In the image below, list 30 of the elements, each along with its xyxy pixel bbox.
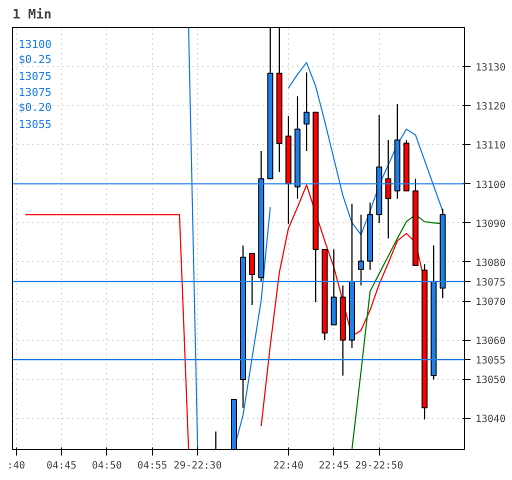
x-tick-label: 29-22:30 bbox=[174, 460, 222, 472]
annotation: 13055 bbox=[18, 118, 52, 131]
annotation: 13100 bbox=[18, 38, 52, 51]
x-tick-label: 22:40 bbox=[273, 460, 304, 472]
ref-line-label: 13055 bbox=[476, 356, 506, 367]
x-tick-label: 04:45 bbox=[46, 460, 77, 472]
x-tick-label: :40 bbox=[7, 460, 26, 472]
y-tick-label: 13070 bbox=[476, 297, 506, 308]
x-tick-label: 29-22:50 bbox=[355, 460, 404, 472]
y-tick-label: 13040 bbox=[476, 414, 506, 426]
y-tick-label: 13080 bbox=[476, 258, 506, 269]
ref-line-label: 13100 bbox=[476, 180, 506, 191]
annotation: 13075 bbox=[18, 70, 52, 83]
annotation: $0.20 bbox=[18, 101, 52, 114]
candlestick bbox=[249, 252, 256, 306]
y-tick-label: 13050 bbox=[476, 375, 506, 386]
candlestick bbox=[385, 139, 392, 240]
annotation: $0.25 bbox=[18, 53, 52, 66]
y-tick-label: 13060 bbox=[476, 336, 506, 348]
ref-line-label: 13075 bbox=[476, 277, 506, 288]
x-tick-label: 04:50 bbox=[92, 460, 122, 472]
y-tick-label: 13110 bbox=[476, 140, 506, 152]
x-tick-label: 04:55 bbox=[137, 460, 168, 472]
x-tick-label: 22:45 bbox=[318, 460, 349, 472]
y-tick-label: 13090 bbox=[476, 218, 506, 230]
candlestick bbox=[304, 72, 310, 152]
chart-title: 1 Min bbox=[12, 8, 52, 22]
y-tick-label: 13130 bbox=[476, 62, 506, 74]
y-tick-label: 13120 bbox=[476, 102, 506, 113]
annotation: 13075 bbox=[18, 86, 52, 99]
